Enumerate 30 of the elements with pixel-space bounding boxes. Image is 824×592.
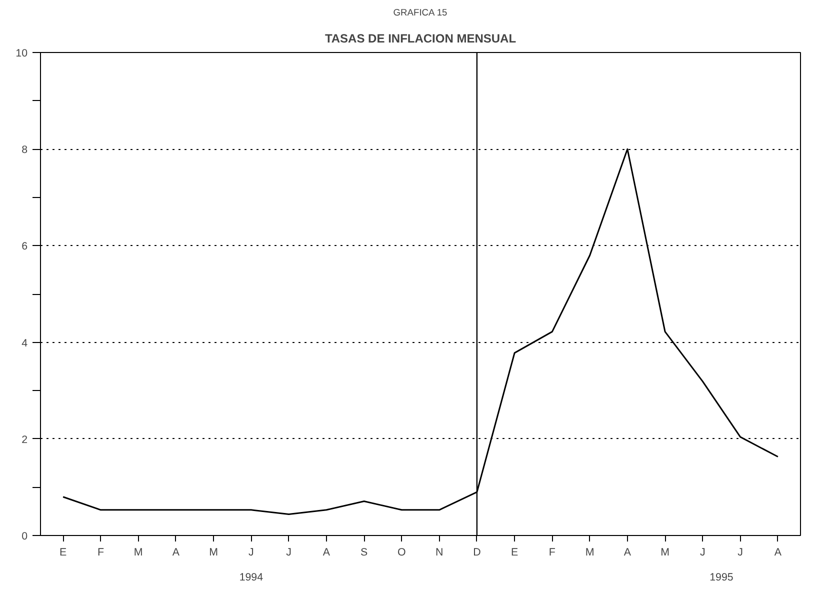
x-tick-label: E [511,546,518,558]
x-tick-label: J [248,546,254,558]
y-tick-label: 2 [22,434,28,446]
chart-subtitle: TASAS DE INFLACION MENSUAL [324,32,516,46]
x-tick-label: M [134,546,143,558]
x-tick-label: F [548,546,556,558]
y-tick-label: 6 [22,240,28,253]
chart-title: GRAFICA 15 [393,8,448,18]
x-tick-label: N [435,546,444,558]
x-tick-label: M [209,546,218,558]
x-tick-label: D [473,546,482,558]
x-tick-label: A [624,546,632,558]
x-tick-label: A [322,546,331,558]
text: 1994 [239,572,264,584]
y-tick-label: 0 [22,530,28,542]
x-tick-label: A [774,546,782,558]
x-tick-label: M [660,546,670,558]
x-tick-label: O [398,546,406,558]
x-tick-label: M [585,546,594,558]
y-tick-label: 4 [22,337,28,350]
x-tick-label: A [172,546,180,558]
x-tick-label: S [360,546,368,558]
y-tick-label: 8 [22,144,28,156]
x-tick-label: E [60,546,67,558]
x-tick-label: F [97,546,104,558]
x-tick-label: J [738,546,743,558]
text: 1995 [710,572,734,584]
x-tick-label: J [286,546,292,558]
x-tick-label: J [700,546,706,558]
y-tick-label: 10 [16,48,28,60]
